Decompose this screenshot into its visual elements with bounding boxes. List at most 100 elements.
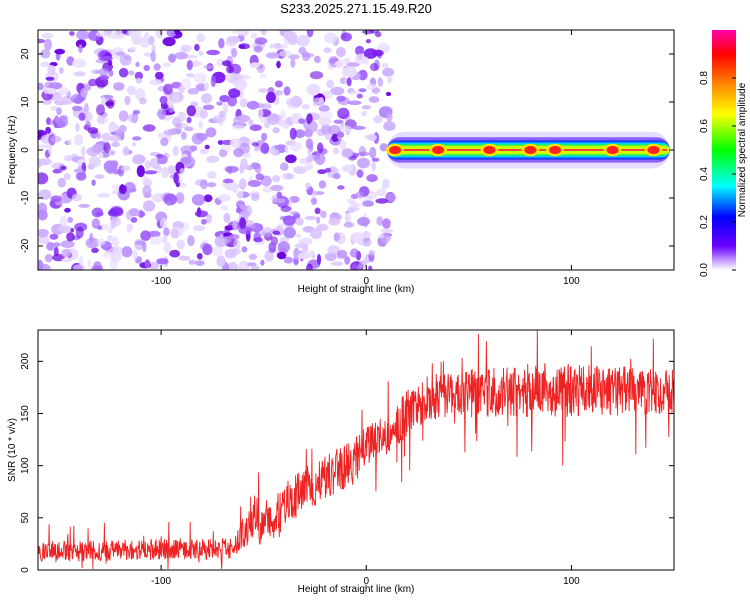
spectrogram-noise-blob — [128, 30, 138, 38]
spectrogram-noise-blob — [186, 73, 195, 78]
spectrogram-noise-blob — [280, 205, 292, 213]
spectrogram-noise-blob — [159, 217, 168, 229]
colorbar-tick-label: 0.6 — [699, 119, 710, 133]
spectrogram-noise-blob — [298, 158, 311, 164]
spectrogram-noise-blob — [228, 248, 241, 256]
spectrogram-noise-blob — [236, 30, 250, 36]
spectrogram-noise-blob — [45, 126, 51, 134]
spectrogram-noise-blob — [143, 200, 155, 212]
spectrogram-noise-blob — [69, 31, 75, 36]
spectrogram-noise-blob — [344, 57, 351, 62]
spectrogram-noise-blob — [162, 62, 171, 68]
spectrogram-noise-blob — [141, 35, 148, 47]
spectrogram-noise-blob — [38, 144, 51, 149]
spectrogram-noise-blob — [375, 198, 389, 204]
spectrogram-noise-blob — [328, 218, 341, 226]
spectrogram-noise-blob — [342, 164, 354, 173]
spectrogram-noise-blob — [239, 178, 247, 190]
spectrogram-noise-blob — [38, 172, 49, 185]
spectrogram-noise-blob — [58, 225, 71, 234]
spectrogram-noise-blob — [327, 245, 340, 255]
spectrogram-noise-blob — [98, 152, 104, 159]
spectrogram-noise-blob — [216, 255, 226, 267]
spectrogram-noise-blob — [73, 71, 87, 77]
spectrogram-noise-blob — [58, 67, 64, 74]
spectrogram-noise-blob — [198, 50, 204, 56]
spectrogram-noise-blob — [199, 109, 208, 119]
spectrogram-noise-blob — [317, 142, 324, 154]
spectrogram-noise-blob — [368, 249, 376, 256]
spectrogram-noise-blob — [162, 37, 176, 47]
spectrogram-noise-blob — [202, 104, 215, 111]
spectrogram-noise-blob — [58, 86, 69, 96]
x-tick-label: 100 — [563, 576, 580, 587]
spectrogram-noise-region — [38, 30, 397, 270]
spectrogram-noise-blob — [174, 30, 180, 36]
spectrogram-noise-blob — [224, 166, 239, 173]
colorbar-gradient — [712, 30, 736, 270]
spectrogram-noise-blob — [305, 182, 311, 190]
spectrogram-noise-blob — [273, 198, 286, 204]
spectrogram-noise-blob — [305, 215, 317, 221]
spectrogram-noise-blob — [122, 146, 130, 156]
spectrogram-noise-blob — [284, 145, 289, 154]
spectrogram-noise-blob — [304, 163, 314, 171]
spectrogram-noise-blob — [38, 38, 46, 44]
snr-x-ticks: -100 0 100 — [151, 330, 580, 587]
spectrogram-noise-blob — [281, 172, 295, 180]
spectrogram-noise-blob — [376, 216, 384, 226]
spectrogram-noise-blob — [100, 55, 113, 61]
spectrogram-noise-blob — [74, 134, 84, 146]
spectrogram-noise-blob — [118, 110, 129, 122]
spectrogram-noise-blob — [172, 146, 179, 157]
spectrogram-noise-blob — [246, 262, 257, 267]
spectrogram-noise-blob — [283, 86, 291, 96]
spectrogram-noise-blob — [233, 238, 241, 251]
spectrogram-noise-blob — [333, 232, 341, 242]
spectrogram-noise-blob — [344, 212, 351, 224]
spectrogram-noise-blob — [283, 226, 296, 239]
spectrogram-noise-blob — [254, 37, 268, 45]
spectrogram-noise-blob — [362, 231, 372, 239]
spectrogram-noise-blob — [160, 137, 169, 147]
spectrogram-noise-blob — [78, 44, 83, 54]
spectrogram-noise-blob — [296, 34, 311, 47]
spectrogram-noise-blob — [318, 105, 330, 112]
spectrogram-noise-blob — [67, 216, 73, 223]
spectrogram-noise-blob — [61, 248, 72, 258]
spectrogram-noise-blob — [266, 91, 276, 104]
spectrogram-noise-blob — [52, 242, 61, 248]
spectrogram-noise-blob — [203, 194, 213, 203]
colorbar-ticks: 0.0 0.2 0.4 0.6 0.8 — [699, 71, 736, 277]
spectrogram-noise-blob — [249, 62, 260, 69]
spectrogram-noise-blob — [312, 101, 321, 107]
spectrogram-noise-blob — [44, 81, 54, 89]
spectrogram-noise-blob — [216, 101, 223, 106]
spectrogram-noise-blob — [87, 163, 95, 170]
spectrogram-noise-blob — [242, 153, 252, 158]
spectrogram-noise-blob — [356, 169, 364, 178]
spectrogram-noise-blob — [249, 124, 262, 131]
spectrogram-noise-blob — [156, 258, 169, 265]
y-tick-label: -20 — [20, 238, 31, 253]
x-tick-label: 100 — [563, 276, 580, 287]
spectrogram-noise-blob — [199, 148, 209, 155]
spectrogram-noise-blob — [386, 112, 393, 123]
spectrogram-noise-blob — [276, 251, 287, 260]
spectrogram-noise-blob — [130, 217, 138, 223]
signal-peak — [483, 146, 496, 154]
spectrogram-noise-blob — [296, 233, 302, 239]
spectrogram-noise-blob — [47, 64, 56, 75]
spectrogram-noise-blob — [103, 142, 111, 154]
spectrogram-noise-blob — [359, 260, 367, 269]
spectrogram-noise-blob — [361, 110, 367, 117]
spectrogram-noise-blob — [61, 258, 73, 263]
spectrogram-noise-blob — [57, 177, 66, 188]
spectrogram-noise-blob — [96, 238, 106, 246]
spectrogram-noise-blob — [310, 197, 318, 205]
spectrogram-noise-blob — [248, 119, 254, 127]
spectrogram-noise-blob — [166, 30, 177, 38]
spectrogram-noise-blob — [84, 103, 89, 115]
spectrogram-signal-band — [386, 131, 670, 169]
spectrogram-noise-blob — [332, 173, 341, 180]
